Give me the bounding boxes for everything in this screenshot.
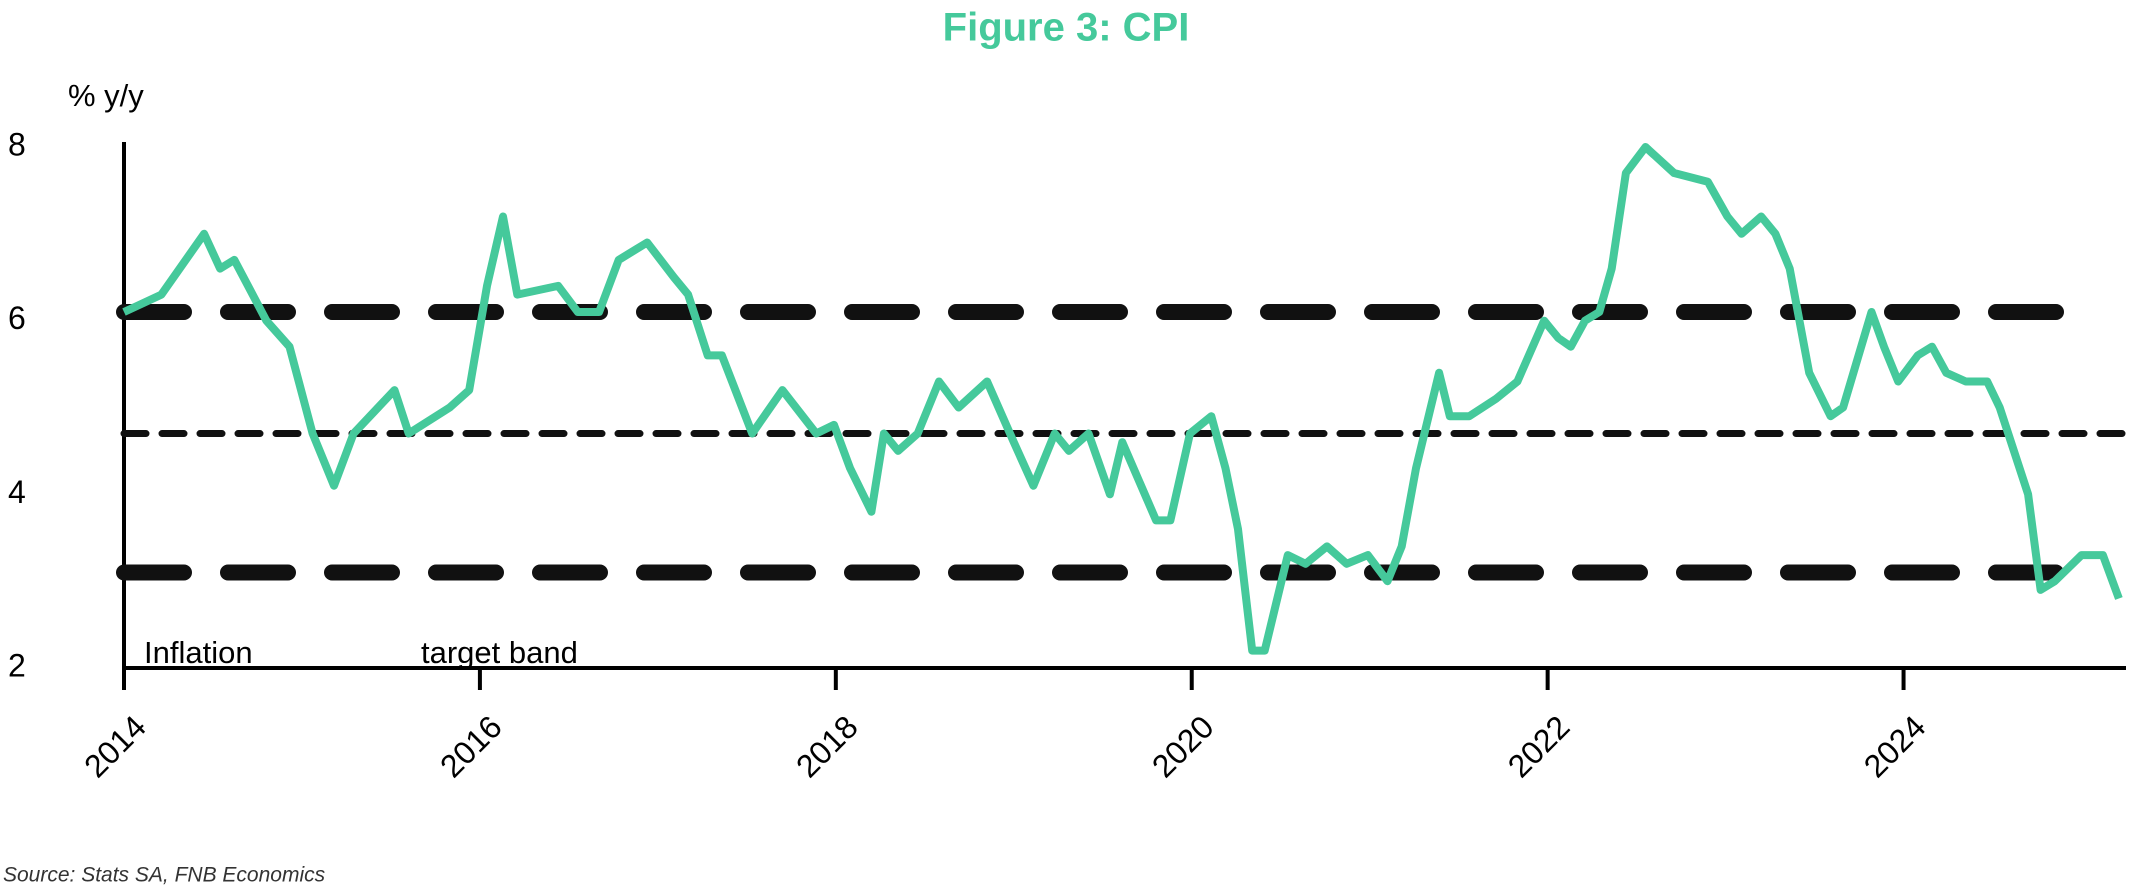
y-tick-label: 4 xyxy=(8,474,26,510)
y-tick-label: 8 xyxy=(8,126,26,162)
x-tick-label: 2022 xyxy=(1501,708,1577,784)
cpi-line xyxy=(122,143,2123,655)
y-tick-label: 6 xyxy=(8,300,26,336)
x-tick-label: 2020 xyxy=(1145,708,1221,784)
x-tick-label: 2018 xyxy=(789,708,865,784)
chart-title: Figure 3: CPI xyxy=(943,6,1190,50)
y-tick-label: 2 xyxy=(8,647,26,683)
x-tick-label: 2014 xyxy=(77,708,153,784)
x-tick-label: 2024 xyxy=(1857,708,1933,784)
x-tick-label: 2016 xyxy=(433,708,509,784)
source-note: Source: Stats SA, FNB Economics xyxy=(3,864,326,887)
annotation: Inflation xyxy=(144,635,253,670)
y-axis-label: % y/y xyxy=(68,78,144,113)
annotation: target band xyxy=(421,635,578,670)
